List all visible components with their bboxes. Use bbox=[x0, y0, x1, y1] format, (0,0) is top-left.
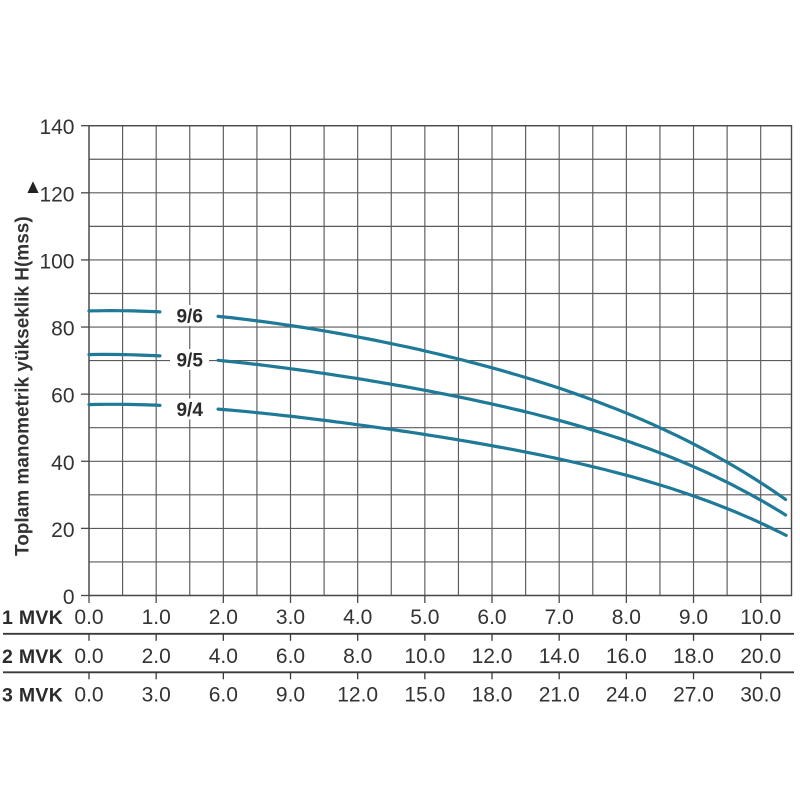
svg-text:1.0: 1.0 bbox=[142, 606, 171, 629]
svg-text:6.0: 6.0 bbox=[209, 683, 238, 706]
svg-text:2 MVK: 2 MVK bbox=[2, 646, 63, 668]
svg-text:12.0: 12.0 bbox=[337, 683, 378, 706]
svg-text:30.0: 30.0 bbox=[740, 683, 781, 706]
svg-text:9/5: 9/5 bbox=[176, 351, 203, 372]
svg-text:9.0: 9.0 bbox=[276, 683, 305, 706]
svg-text:1 MVK: 1 MVK bbox=[2, 607, 63, 629]
svg-text:0.0: 0.0 bbox=[74, 645, 103, 668]
svg-text:10.0: 10.0 bbox=[404, 645, 445, 668]
svg-text:12.0: 12.0 bbox=[472, 645, 513, 668]
svg-text:40: 40 bbox=[51, 452, 74, 475]
svg-text:60: 60 bbox=[51, 385, 74, 408]
svg-text:0: 0 bbox=[63, 586, 75, 609]
svg-text:9/4: 9/4 bbox=[176, 400, 203, 421]
svg-text:0.0: 0.0 bbox=[74, 606, 103, 629]
svg-text:10.0: 10.0 bbox=[740, 606, 781, 629]
svg-text:14.0: 14.0 bbox=[539, 645, 580, 668]
svg-text:0.0: 0.0 bbox=[74, 683, 103, 706]
svg-text:20.0: 20.0 bbox=[740, 645, 781, 668]
svg-text:100: 100 bbox=[39, 250, 74, 273]
svg-text:5.0: 5.0 bbox=[410, 606, 439, 629]
svg-text:9.0: 9.0 bbox=[679, 606, 708, 629]
svg-text:20: 20 bbox=[51, 519, 74, 542]
svg-text:9/6: 9/6 bbox=[176, 307, 202, 328]
svg-text:140: 140 bbox=[39, 116, 74, 139]
svg-text:8.0: 8.0 bbox=[343, 645, 372, 668]
svg-text:2.0: 2.0 bbox=[142, 645, 171, 668]
svg-text:7.0: 7.0 bbox=[545, 606, 574, 629]
svg-text:3.0: 3.0 bbox=[142, 683, 171, 706]
svg-text:6.0: 6.0 bbox=[477, 606, 506, 629]
svg-text:18.0: 18.0 bbox=[472, 683, 513, 706]
svg-text:15.0: 15.0 bbox=[404, 683, 445, 706]
svg-text:2.0: 2.0 bbox=[209, 606, 238, 629]
svg-text:120: 120 bbox=[39, 183, 74, 206]
svg-text:3 MVK: 3 MVK bbox=[2, 684, 63, 706]
svg-text:18.0: 18.0 bbox=[673, 645, 714, 668]
svg-text:24.0: 24.0 bbox=[606, 683, 647, 706]
svg-text:27.0: 27.0 bbox=[673, 683, 714, 706]
svg-text:80: 80 bbox=[51, 318, 74, 341]
svg-text:16.0: 16.0 bbox=[606, 645, 647, 668]
svg-text:6.0: 6.0 bbox=[276, 645, 305, 668]
svg-text:8.0: 8.0 bbox=[612, 606, 641, 629]
svg-text:21.0: 21.0 bbox=[539, 683, 580, 706]
svg-text:4.0: 4.0 bbox=[209, 645, 238, 668]
svg-text:Toplam manometrik yükseklik H(: Toplam manometrik yükseklik H(mss) bbox=[13, 216, 34, 556]
svg-text:3.0: 3.0 bbox=[276, 606, 305, 629]
svg-text:4.0: 4.0 bbox=[343, 606, 372, 629]
